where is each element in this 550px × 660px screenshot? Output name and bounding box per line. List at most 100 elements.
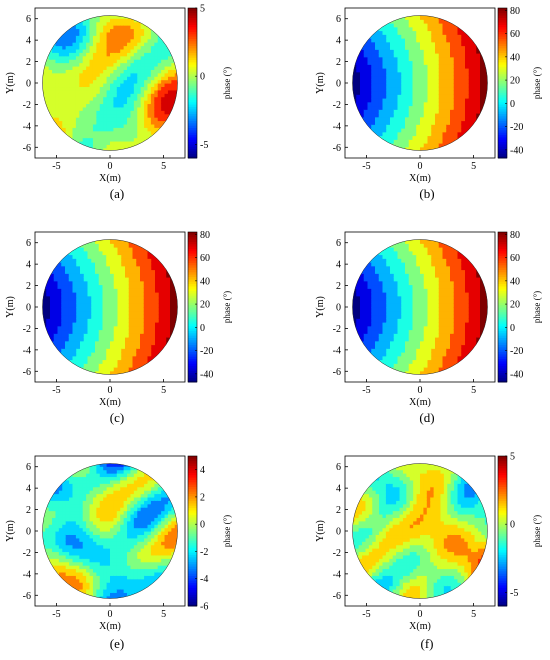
heatmap-cell xyxy=(117,247,122,252)
heatmap-cell xyxy=(65,307,70,312)
heatmap-cell xyxy=(162,337,167,342)
heatmap-cell xyxy=(132,318,137,323)
heatmap-cell xyxy=(375,131,380,137)
heatmap-cell xyxy=(438,86,444,92)
colorbar-segment xyxy=(498,43,507,46)
heatmap-cell xyxy=(69,69,74,74)
heatmap-cell xyxy=(461,352,466,357)
heatmap-cell xyxy=(83,355,89,361)
heatmap-cell xyxy=(393,143,399,148)
heatmap-cell xyxy=(87,307,92,312)
heatmap-cell xyxy=(435,128,440,133)
heatmap-cell xyxy=(423,239,429,244)
heatmap-cell xyxy=(133,62,138,67)
heatmap-cell xyxy=(178,93,182,97)
heatmap-cell xyxy=(65,120,70,125)
heatmap-cell xyxy=(147,254,152,259)
heatmap-cell xyxy=(420,139,425,144)
heatmap-cell xyxy=(450,307,455,312)
heatmap-cell xyxy=(117,322,122,327)
heatmap-cell xyxy=(435,45,440,50)
heatmap-cell xyxy=(431,277,436,282)
heatmap-cell xyxy=(130,42,135,47)
heatmap-cell xyxy=(408,34,414,39)
heatmap-cell xyxy=(401,277,406,282)
heatmap-cell xyxy=(360,303,365,308)
heatmap-cell xyxy=(174,83,178,88)
heatmap-cell xyxy=(140,38,145,43)
heatmap-cell xyxy=(65,110,70,115)
heatmap-cell xyxy=(144,140,149,145)
heatmap-cell xyxy=(393,254,399,259)
heatmap-cell xyxy=(420,15,425,17)
heatmap-cell xyxy=(79,55,84,60)
heatmap-cell xyxy=(446,295,451,301)
heatmap-cell xyxy=(130,18,135,23)
heatmap-cell xyxy=(423,269,429,274)
heatmap-cell xyxy=(92,140,97,145)
heatmap-cell xyxy=(106,325,111,331)
heatmap-cell xyxy=(140,25,145,30)
heatmap-cell xyxy=(363,348,369,353)
heatmap-cell xyxy=(356,105,361,110)
heatmap-cell xyxy=(133,79,138,84)
heatmap-cell xyxy=(378,269,384,274)
heatmap-cell xyxy=(393,355,399,361)
heatmap-cell xyxy=(386,23,391,28)
heatmap-cell xyxy=(412,131,417,137)
heatmap-cell xyxy=(457,265,462,271)
heatmap-cell xyxy=(42,307,47,312)
heatmap-cell xyxy=(468,83,474,88)
heatmap-cell xyxy=(408,344,414,349)
heatmap-cell xyxy=(92,79,97,84)
heatmap-cell xyxy=(476,94,481,99)
heatmap-cell xyxy=(96,134,101,139)
heatmap-cell xyxy=(164,89,169,94)
heatmap-cell xyxy=(465,288,470,293)
colorbar-segment xyxy=(498,17,507,21)
heatmap-cell xyxy=(120,76,125,81)
heatmap-cell xyxy=(386,363,391,368)
heatmap-cell xyxy=(57,333,62,338)
heatmap-cell xyxy=(123,103,128,108)
heatmap-cell xyxy=(375,79,380,84)
heatmap-cell xyxy=(72,254,77,259)
colorbar-segment xyxy=(188,17,197,21)
heatmap-cell xyxy=(412,367,417,372)
heatmap-cell xyxy=(79,103,84,108)
heatmap-cell xyxy=(123,25,128,30)
heatmap-cell xyxy=(147,322,152,327)
heatmap-cell xyxy=(147,86,152,91)
heatmap-cell xyxy=(453,258,459,263)
heatmap-cell xyxy=(405,292,410,297)
heatmap-cell xyxy=(375,254,380,259)
heatmap-cell xyxy=(130,76,135,81)
heatmap-cell xyxy=(423,340,429,346)
heatmap-cell xyxy=(401,98,406,103)
heatmap-cell xyxy=(386,83,391,88)
heatmap-cell xyxy=(69,76,74,81)
heatmap-cell xyxy=(401,322,406,327)
heatmap-cell xyxy=(170,280,175,286)
heatmap-cell xyxy=(106,140,111,145)
y-axis-label: Y(m) xyxy=(315,72,326,94)
heatmap-cell xyxy=(79,31,84,36)
heatmap-cell xyxy=(95,314,100,319)
heatmap-cell xyxy=(92,42,97,47)
colorbar-segment xyxy=(188,90,197,93)
heatmap-cell xyxy=(378,322,384,327)
heatmap-cell xyxy=(408,277,414,282)
heatmap-cell xyxy=(367,284,372,289)
heatmap-cell xyxy=(110,18,115,23)
heatmap-cell xyxy=(408,239,414,244)
heatmap-cell xyxy=(162,277,167,282)
heatmap-cell xyxy=(82,134,87,139)
heatmap-cell xyxy=(155,344,160,349)
heatmap-cell xyxy=(442,348,447,353)
heatmap-cell xyxy=(405,277,410,282)
heatmap-cell xyxy=(412,41,417,47)
heatmap-cell xyxy=(82,117,87,122)
heatmap-cell xyxy=(171,110,176,115)
heatmap-cell xyxy=(96,79,101,84)
heatmap-cell xyxy=(62,55,67,60)
